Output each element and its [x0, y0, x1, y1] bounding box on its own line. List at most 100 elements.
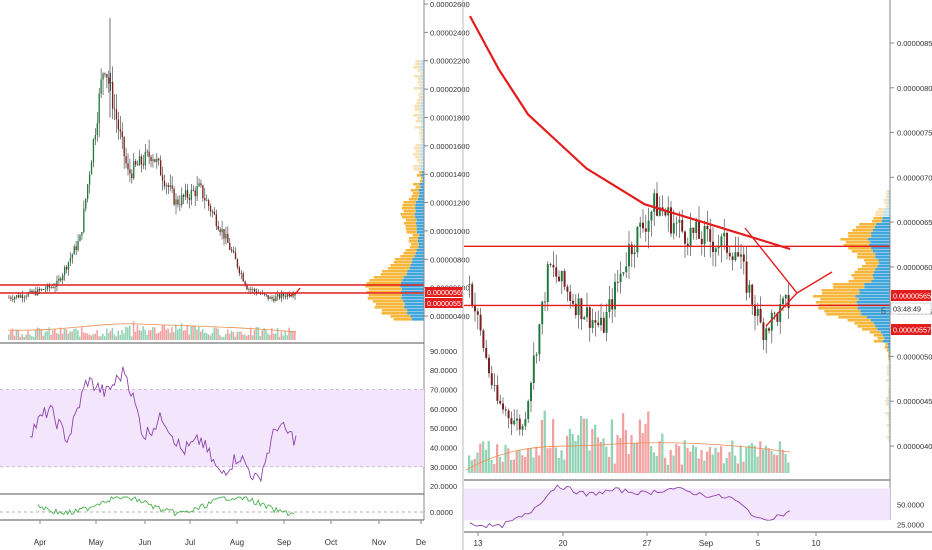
left-candle-body [67, 262, 70, 270]
right-volume-ma [465, 442, 791, 471]
left-candle-body [94, 135, 97, 140]
right-profile-bar-sell [888, 361, 890, 364]
left-candle-body [123, 137, 125, 157]
right-profile-bar-buy [877, 328, 890, 331]
right-profile-bar-buy [888, 370, 890, 373]
left-profile-bar-buy [422, 135, 424, 138]
left-profile-bar-buy [404, 306, 424, 309]
left-candle-body [69, 258, 72, 263]
right-volume-bar [574, 440, 577, 473]
left-volume-bar [180, 323, 183, 340]
left-rsi-band [0, 389, 424, 467]
left-rsi-tick-label: 90.0000 [430, 347, 457, 356]
left-candle-body [292, 295, 294, 297]
left-volume-bar [9, 330, 12, 340]
left-profile-bar-sell [403, 201, 416, 204]
left-profile-bar-sell [419, 84, 423, 87]
right-profile-bar-sell [887, 388, 890, 391]
right-profile-bar-buy [883, 214, 890, 217]
left-profile-bar-sell [418, 96, 422, 99]
left-time-tick-label: Nov [372, 538, 386, 547]
right-time-tick-label: 13 [474, 539, 483, 548]
left-candle-body [275, 296, 277, 302]
right-profile-bar-buy [859, 289, 890, 292]
left-candle-body [167, 185, 169, 188]
right-profile-bar-sell [887, 364, 889, 367]
right-volume-bar [666, 464, 670, 473]
right-volume-bar [476, 452, 479, 473]
right-candle-body [737, 252, 740, 257]
left-profile-bar-sell [419, 171, 423, 174]
right-triangle-drawing [744, 227, 833, 327]
left-candle-body [90, 162, 93, 175]
left-profile-bar-sell [410, 189, 419, 192]
right-profile-bar-buy [872, 274, 890, 277]
right-candle-body [583, 317, 586, 320]
left-candle-body [211, 211, 214, 213]
right-profile-bar-buy [888, 379, 890, 382]
left-profile-bar-sell [390, 264, 411, 267]
right-profile-bar-sell [847, 232, 872, 235]
right-volume-bar [636, 442, 639, 473]
left-profile-bar-sell [401, 207, 416, 210]
right-profile-bar-sell [857, 325, 876, 328]
left-profile-bar-sell [415, 156, 421, 159]
right-profile-bar-buy [870, 319, 890, 322]
right-profile-bar-buy [888, 373, 890, 376]
right-volume-bar [773, 454, 776, 473]
right-profile-bar-sell [886, 196, 889, 199]
right-candle-body [586, 307, 588, 318]
right-volume-bar [504, 444, 507, 473]
left-candle-body [175, 199, 177, 205]
right-profile-bar-sell [818, 307, 858, 310]
left-candle-body [148, 151, 150, 157]
right-rsi-pane: 50.0000 25.0000 [464, 484, 924, 529]
left-profile-bar-buy [407, 312, 424, 315]
left-profile-bar-sell [394, 258, 413, 261]
left-volume-bar [29, 334, 31, 340]
left-profile-bar-buy [421, 174, 424, 177]
left-price-tick-label: 0.00001600 [430, 142, 470, 151]
right-volume-bar [689, 451, 692, 473]
right-candle-body [633, 252, 636, 255]
right-candle-body [504, 409, 507, 411]
left-profile-bar-buy [421, 81, 424, 84]
left-profile-bar-buy [422, 90, 424, 93]
right-volume-bar [622, 413, 625, 473]
right-profile-bar-buy [887, 202, 890, 205]
left-profile-bar-buy [421, 69, 424, 72]
right-candle-body [605, 311, 608, 333]
right-profile-bar-buy [879, 262, 890, 265]
left-price-tick-label: 0.00002000 [430, 85, 470, 94]
left-candle-body [50, 287, 52, 288]
left-profile-bar-sell [411, 195, 420, 198]
left-rsi-line [29, 366, 297, 483]
right-candle-body [700, 238, 703, 245]
left-profile-bar-buy [420, 102, 424, 105]
right-candle-body [524, 419, 527, 427]
left-profile-bar-sell [405, 249, 417, 252]
right-volume-bar [596, 437, 600, 473]
left-volume-bar [82, 332, 85, 340]
left-candle-body [54, 286, 56, 288]
right-volume-bar [655, 455, 658, 473]
left-profile-bar-buy [415, 201, 424, 204]
left-profile-bar-sell [405, 228, 417, 231]
left-candle-body [27, 293, 29, 297]
right-horizontal-levels [464, 245, 890, 307]
right-volume-bar [563, 459, 566, 473]
right-profile-bar-sell [847, 319, 871, 322]
left-volume-bar [146, 334, 148, 340]
right-profile-bar-buy [888, 367, 890, 370]
right-volume-bar [529, 448, 532, 473]
left-profile-bar-sell [420, 177, 423, 180]
left-profile-bar-buy [418, 243, 424, 246]
left-candle-body [202, 185, 204, 199]
left-profile-bar-buy [421, 93, 424, 96]
right-profile-bar-sell [888, 439, 890, 442]
left-volume-bar [263, 328, 265, 340]
left-candle-body [165, 185, 168, 187]
left-profile-bar-buy [403, 300, 424, 303]
